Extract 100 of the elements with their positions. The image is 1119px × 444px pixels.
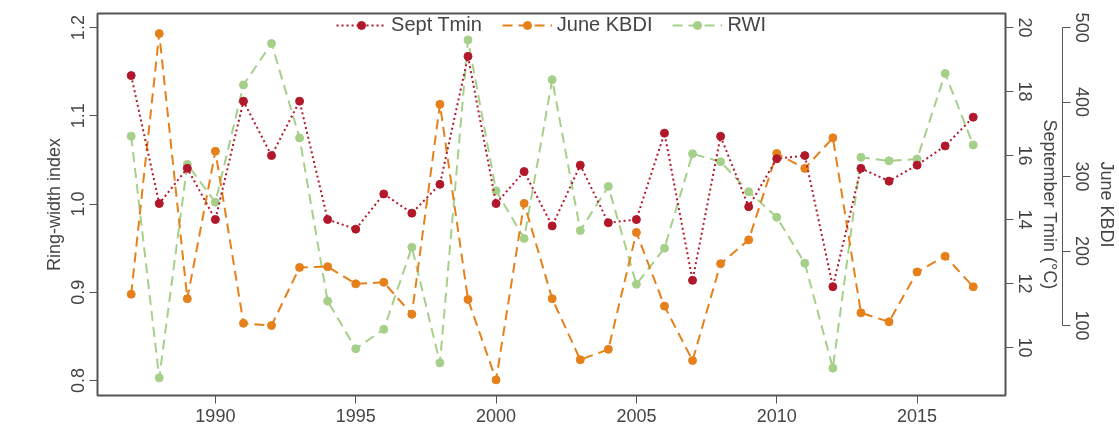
point <box>575 226 585 236</box>
y3-axis-title: June KBDI <box>1096 161 1117 248</box>
y2-tick-label: 20 <box>1014 17 1035 38</box>
point <box>716 259 726 269</box>
point <box>379 189 389 199</box>
x-tick-label: 2005 <box>616 405 657 426</box>
point <box>828 282 838 292</box>
x-tick-label: 2010 <box>756 405 797 426</box>
point <box>547 221 557 231</box>
point <box>182 294 192 304</box>
y2-tick-label: 12 <box>1014 273 1035 294</box>
point <box>295 262 305 272</box>
y3-tick-label: 100 <box>1071 310 1092 341</box>
point <box>463 294 473 304</box>
point <box>716 157 726 167</box>
point <box>463 51 473 61</box>
point <box>631 215 641 225</box>
y-axis-title: Ring-width index <box>43 137 64 272</box>
point <box>407 309 417 319</box>
point <box>323 215 333 225</box>
y2-axis-title: September Tmin (°C) <box>1039 119 1060 290</box>
point <box>435 358 445 368</box>
point <box>379 324 389 334</box>
point <box>828 133 838 143</box>
x-tick-label: 2015 <box>897 405 938 426</box>
legend-label: RWI <box>727 13 766 36</box>
point <box>407 208 417 218</box>
point <box>126 289 136 299</box>
point <box>154 373 164 383</box>
point <box>603 218 613 228</box>
point <box>238 318 248 328</box>
point <box>772 154 782 164</box>
point <box>182 163 192 173</box>
point <box>519 167 529 177</box>
point <box>210 215 220 225</box>
point <box>631 279 641 289</box>
point <box>659 128 669 138</box>
point <box>351 224 361 234</box>
point <box>856 163 866 173</box>
point <box>828 363 838 373</box>
point <box>603 181 613 191</box>
point <box>940 141 950 151</box>
legend-label: Sept Tmin <box>391 13 482 36</box>
y-tick-label: 1.0 <box>68 191 89 217</box>
point <box>435 99 445 109</box>
point <box>575 355 585 365</box>
point <box>267 321 277 330</box>
point <box>772 212 782 222</box>
y3-tick-label: 500 <box>1071 12 1092 43</box>
y3-tick-label: 200 <box>1071 236 1092 267</box>
point <box>379 277 389 287</box>
point <box>154 199 164 209</box>
point <box>491 375 501 385</box>
x-tick-label: 1990 <box>195 405 236 426</box>
point <box>659 301 669 311</box>
point <box>323 296 333 306</box>
point <box>351 279 361 289</box>
point <box>519 233 529 243</box>
point <box>407 242 417 252</box>
y2-tick-label: 14 <box>1014 209 1035 230</box>
point <box>912 267 922 277</box>
x-tick-label: 1995 <box>335 405 376 426</box>
point <box>744 202 754 212</box>
point <box>210 146 220 156</box>
point <box>744 235 754 245</box>
legend-label: June KBDI <box>556 13 653 36</box>
y-tick-label: 0.8 <box>68 367 89 394</box>
point <box>295 96 305 106</box>
point <box>126 71 136 81</box>
y2-tick-label: 10 <box>1014 337 1035 358</box>
point <box>856 152 866 162</box>
point <box>154 29 164 39</box>
point <box>800 258 810 268</box>
point <box>968 282 978 292</box>
point <box>968 140 978 150</box>
point <box>491 199 501 209</box>
point <box>800 151 810 161</box>
point <box>688 356 698 365</box>
y2-tick-label: 16 <box>1014 145 1035 166</box>
point <box>631 227 641 237</box>
point <box>238 80 248 90</box>
point <box>603 344 613 354</box>
point <box>744 187 754 197</box>
point <box>435 179 445 189</box>
point <box>463 35 473 45</box>
point <box>126 131 136 141</box>
point <box>519 198 529 208</box>
point <box>210 197 220 207</box>
point <box>267 151 277 161</box>
point <box>940 251 950 261</box>
point <box>968 112 978 122</box>
point <box>659 243 669 253</box>
x-tick-label: 2000 <box>476 405 517 426</box>
point <box>856 308 866 318</box>
point <box>323 262 333 272</box>
point <box>688 275 698 285</box>
y3-tick-label: 300 <box>1071 161 1092 192</box>
y-tick-label: 1.2 <box>68 15 89 41</box>
point <box>716 131 726 141</box>
y2-tick-label: 18 <box>1014 81 1035 102</box>
